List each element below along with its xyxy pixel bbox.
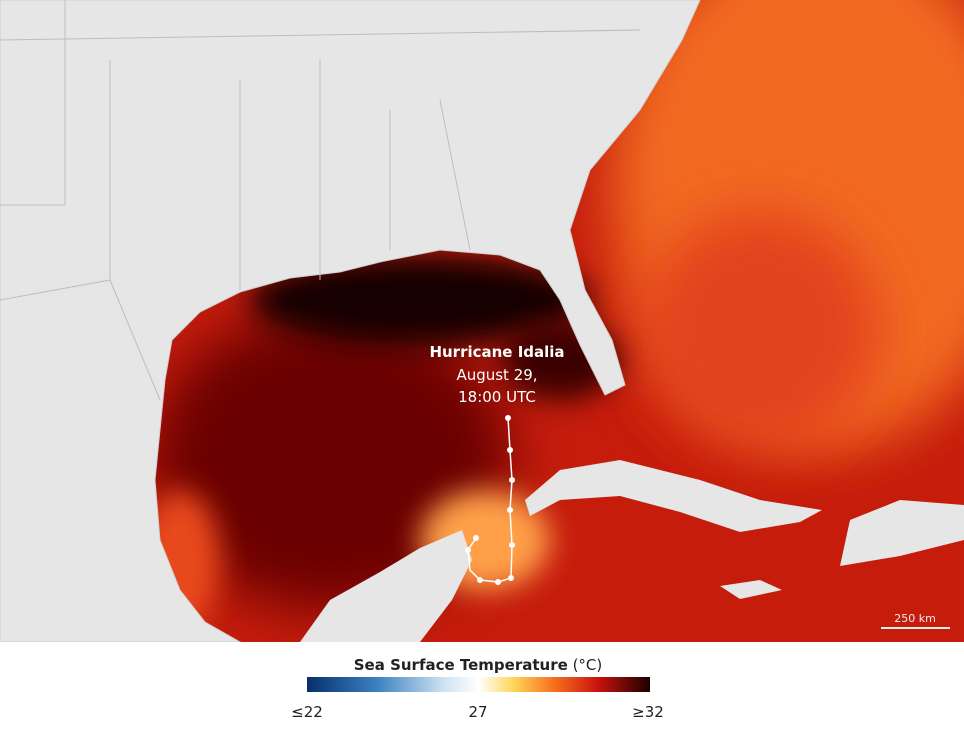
map: Hurricane Idalia August 29, 18:00 UTC 25…: [0, 0, 964, 642]
legend: Sea Surface Temperature (°C) ≤22 27 ≥32: [291, 656, 664, 721]
legend-tick: 27: [468, 703, 487, 721]
north-america: [0, 0, 701, 642]
borders: [0, 0, 641, 401]
gulf-north: [250, 255, 590, 345]
cuba: [525, 460, 822, 532]
storm-date: August 29,: [456, 366, 537, 384]
hispaniola: [840, 500, 964, 566]
legend-unit: (°C): [573, 656, 603, 674]
color-bar: [307, 677, 650, 692]
gulf-dark: [150, 310, 510, 610]
storm-name: Hurricane Idalia: [429, 343, 564, 361]
storm-time: 18:00 UTC: [458, 388, 536, 406]
jamaica: [720, 580, 782, 599]
legend-title-text: Sea Surface Temperature: [354, 656, 568, 674]
hurricane-track: [465, 415, 515, 585]
legend-tick: ≥32: [632, 703, 664, 721]
legend-title: Sea Surface Temperature (°C): [354, 656, 603, 674]
atlantic-eddy: [640, 210, 880, 450]
scale-label: 250 km: [894, 612, 936, 625]
legend-tick: ≤22: [291, 703, 323, 721]
yucatan: [300, 530, 472, 642]
